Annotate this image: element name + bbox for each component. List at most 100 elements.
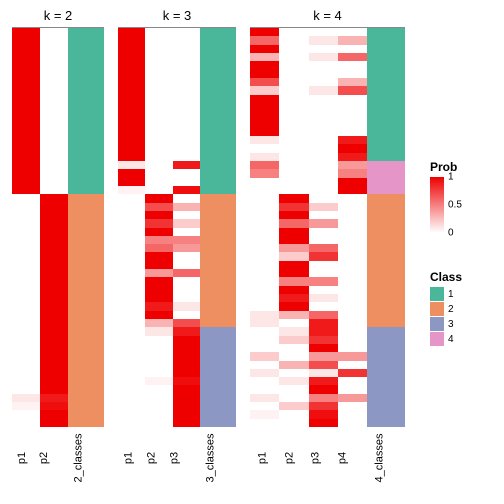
cell <box>309 70 338 78</box>
cell <box>200 252 236 260</box>
cell <box>145 95 172 103</box>
cell <box>40 269 68 277</box>
cell <box>40 327 68 335</box>
cell <box>279 36 308 44</box>
cell <box>118 161 145 169</box>
cell <box>309 361 338 369</box>
cell <box>40 219 68 227</box>
cell <box>367 319 405 327</box>
cell <box>250 402 279 410</box>
cell <box>12 311 40 319</box>
cell <box>68 352 104 360</box>
cell <box>118 336 145 344</box>
cell <box>118 369 145 377</box>
cell <box>309 294 338 302</box>
cell <box>173 302 200 310</box>
cell <box>309 352 338 360</box>
cell <box>118 319 145 327</box>
cell <box>279 327 308 335</box>
cell <box>12 294 40 302</box>
cell <box>367 244 405 252</box>
cell <box>145 61 172 69</box>
cell <box>173 86 200 94</box>
cell <box>173 45 200 53</box>
cell <box>309 203 338 211</box>
cell <box>12 228 40 236</box>
cell <box>250 194 279 202</box>
cell <box>309 211 338 219</box>
cell <box>145 311 172 319</box>
cell <box>40 319 68 327</box>
cell <box>250 377 279 385</box>
cell <box>338 111 367 119</box>
cell <box>250 319 279 327</box>
cell <box>309 95 338 103</box>
x-axis-labels: p1p2p3p44_classes <box>250 433 405 483</box>
cell <box>338 336 367 344</box>
heatmap <box>250 27 405 427</box>
cell <box>68 53 104 61</box>
cell <box>309 86 338 94</box>
cell <box>367 161 405 169</box>
cell <box>367 352 405 360</box>
cell <box>367 228 405 236</box>
cell <box>250 36 279 44</box>
cell <box>200 286 236 294</box>
cell <box>118 119 145 127</box>
cell <box>250 136 279 144</box>
cell <box>145 228 172 236</box>
cell <box>250 153 279 161</box>
cell <box>40 369 68 377</box>
cell <box>338 86 367 94</box>
cell <box>250 252 279 260</box>
cell <box>200 394 236 402</box>
cell <box>367 178 405 186</box>
cell <box>173 402 200 410</box>
cell <box>40 78 68 86</box>
cell <box>173 327 200 335</box>
cell <box>279 144 308 152</box>
cell <box>68 161 104 169</box>
cell <box>12 352 40 360</box>
cell <box>68 211 104 219</box>
cell <box>145 111 172 119</box>
cell <box>118 128 145 136</box>
cell <box>173 161 200 169</box>
cell <box>309 369 338 377</box>
cell <box>309 136 338 144</box>
cell <box>279 286 308 294</box>
cell <box>40 419 68 427</box>
cell <box>367 219 405 227</box>
legend-gradient: 10.50 <box>430 177 444 233</box>
cell <box>309 261 338 269</box>
cell <box>173 344 200 352</box>
cell <box>200 178 236 186</box>
cell <box>367 361 405 369</box>
cell <box>145 385 172 393</box>
cell <box>173 103 200 111</box>
cell <box>68 61 104 69</box>
cell <box>200 352 236 360</box>
cell <box>279 385 308 393</box>
cell <box>40 169 68 177</box>
cell <box>279 302 308 310</box>
cell <box>367 394 405 402</box>
cell <box>367 419 405 427</box>
prob-column <box>250 28 279 427</box>
cell <box>12 36 40 44</box>
cell <box>173 219 200 227</box>
cell <box>68 385 104 393</box>
legend-label: 4 <box>448 334 454 345</box>
cell <box>40 336 68 344</box>
cell <box>250 336 279 344</box>
cell <box>200 277 236 285</box>
cell <box>68 410 104 418</box>
cell <box>338 153 367 161</box>
cell <box>250 327 279 335</box>
cell <box>279 161 308 169</box>
cell <box>309 311 338 319</box>
cell <box>367 111 405 119</box>
cell <box>200 103 236 111</box>
cell <box>68 28 104 36</box>
cell <box>68 219 104 227</box>
